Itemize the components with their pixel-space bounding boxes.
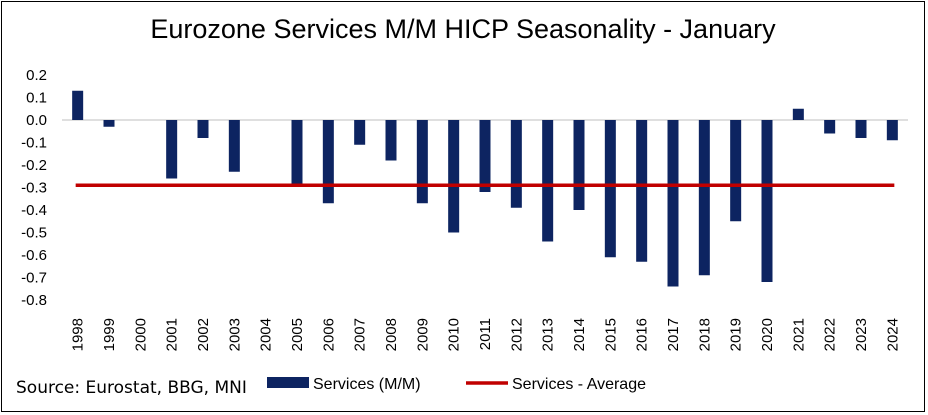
bar-2013 (542, 120, 554, 242)
x-tick-label: 1998 (70, 318, 87, 351)
bar-2024 (886, 120, 898, 141)
x-tick-label: 2011 (477, 318, 494, 350)
bar-2021 (792, 108, 804, 120)
y-tick-label: -0.4 (21, 202, 47, 219)
y-tick-label: -0.1 (21, 135, 47, 152)
bar-2022 (824, 120, 836, 134)
x-tick-label: 2008 (383, 318, 400, 351)
y-tick-label: -0.2 (21, 157, 47, 174)
y-tick-label: -0.7 (21, 270, 47, 287)
x-tick-label: 2021 (790, 318, 807, 351)
x-tick-label: 2004 (258, 318, 275, 351)
x-tick-label: 2017 (665, 318, 682, 351)
bar-2016 (636, 120, 648, 262)
y-tick-label: -0.8 (21, 292, 47, 309)
x-tick-label: 2016 (634, 318, 651, 351)
bar-2009 (416, 120, 428, 204)
bar-2020 (761, 120, 773, 282)
y-tick-label: 0.2 (26, 67, 47, 84)
x-tick-label: 2001 (164, 318, 181, 351)
bar-1999 (103, 120, 115, 127)
bar-2011 (479, 120, 491, 192)
x-tick-label: 2024 (884, 318, 901, 351)
bar-2008 (385, 120, 397, 161)
bar-2015 (604, 120, 616, 258)
x-tick-label: 2009 (414, 318, 431, 351)
bar-2001 (166, 120, 178, 179)
y-tick-label: 0.0 (26, 112, 47, 129)
x-tick-label: 2022 (822, 318, 839, 351)
x-tick-label: 2014 (571, 318, 588, 351)
x-tick-label: 2006 (320, 318, 337, 351)
bar-2005 (291, 120, 303, 186)
y-tick-label: -0.5 (21, 225, 47, 242)
x-tick-label: 2003 (226, 318, 243, 351)
x-tick-label: 2002 (195, 318, 212, 351)
bar-2006 (322, 120, 334, 204)
bar-2002 (197, 120, 209, 138)
bar-2010 (448, 120, 460, 233)
bar-2007 (354, 120, 366, 145)
x-tick-label: 2019 (728, 318, 745, 351)
y-tick-label: 0.1 (26, 90, 47, 107)
x-tick-label: 2012 (508, 318, 525, 351)
legend-services-swatch (267, 377, 309, 388)
x-tick-label: 2018 (696, 318, 713, 351)
bar-1998 (72, 90, 84, 120)
x-tick-label: 2013 (540, 318, 557, 351)
bar-2003 (228, 120, 240, 172)
x-tick-label: 1999 (101, 318, 118, 351)
y-tick-label: -0.6 (21, 247, 47, 264)
x-tick-label: 2023 (853, 318, 870, 351)
x-tick-label: 2020 (759, 318, 776, 351)
bar-2023 (855, 120, 867, 138)
y-tick-label: -0.3 (21, 180, 47, 197)
bar-2014 (573, 120, 585, 210)
bar-2018 (698, 120, 710, 276)
bar-2017 (667, 120, 679, 287)
bar-2019 (730, 120, 742, 222)
x-tick-label: 2010 (446, 318, 463, 351)
legend-services-label: Services (M/M) (313, 376, 421, 393)
chart-title: Eurozone Services M/M HICP Seasonality -… (150, 14, 776, 44)
x-tick-label: 2015 (602, 318, 619, 351)
bar-2012 (510, 120, 522, 208)
legend-average-label: Services - Average (512, 376, 646, 393)
x-tick-label: 2007 (352, 318, 369, 351)
x-tick-label: 2000 (132, 318, 149, 351)
x-tick-label: 2005 (289, 318, 306, 351)
source-note: Source: Eurostat, BBG, MNI (16, 378, 247, 398)
